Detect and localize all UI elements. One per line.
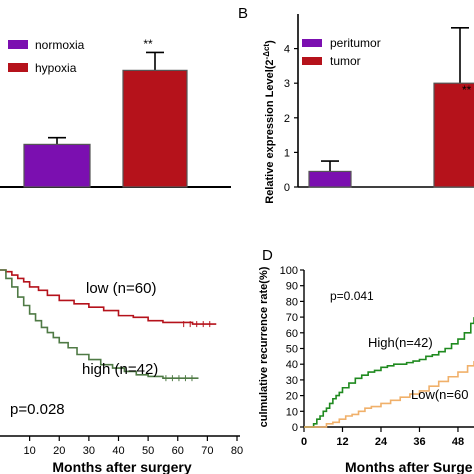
panel-b-y-ticks: 0 1 2 3 4 (284, 44, 298, 194)
legend-label-normoxia: normoxia (35, 38, 85, 52)
panel-c-x-tick-label: 20 (53, 445, 65, 457)
panel-d-y-tick-label: 60 (286, 328, 298, 340)
legend-swatch-peritumor (302, 39, 322, 47)
panel-c-x-tick-label: 60 (172, 445, 184, 457)
legend-label-hypoxia: hypoxia (35, 61, 77, 75)
panel-c-low-label: low (n=60) (86, 280, 156, 297)
panel-c-p-value: p=0.028 (10, 401, 65, 418)
panel-c-curves (0, 269, 217, 382)
panel-d-y-tick-label: 70 (286, 312, 298, 324)
panel-d-curve-high (304, 317, 474, 428)
panel-d-y-tick-label: 10 (286, 406, 298, 418)
panel-d-high-label: High(n=42) (368, 335, 433, 350)
legend-swatch-hypoxia (8, 63, 28, 72)
panel-b-y-tick-label: 3 (284, 78, 290, 90)
panel-d: D culmulative recurrence rate(%) 0 10 20 30… (258, 247, 474, 474)
panel-d-curves (304, 317, 474, 428)
panel-b-y-tick-label: 0 (284, 182, 290, 194)
panel-d-x-tick-label: 0 (301, 436, 307, 448)
panel-d-y-tick-label: 100 (280, 265, 298, 277)
legend-label-tumor: tumor (330, 54, 361, 68)
panel-d-y-tick-label: 90 (286, 281, 298, 293)
panel-c-x-ticks: 10 20 30 40 50 60 70 80 (24, 436, 243, 457)
panel-c-curve-low (0, 269, 217, 325)
panel-b-y-axis-label-sup: -Δct (262, 44, 271, 60)
panel-b-significance: ** (462, 83, 472, 97)
panel-b-y-tick-label: 1 (284, 147, 290, 159)
panel-d-y-axis-label: culmulative recurrence rate(%) (258, 266, 270, 427)
panel-b-y-tick-label: 2 (284, 113, 290, 125)
panel-d-curve-low (304, 361, 474, 428)
panel-c-x-tick-label: 30 (83, 445, 95, 457)
panel-a-significance: ** (143, 37, 153, 51)
panel-c-x-tick-label: 70 (201, 445, 213, 457)
panel-c-high-label: high (n=42) (82, 361, 158, 378)
panel-d-y-tick-label: 80 (286, 296, 298, 308)
panel-a: normoxia hypoxia ** (0, 37, 231, 188)
panel-b-bars (308, 27, 474, 188)
panel-label-d: D (262, 247, 273, 264)
panel-d-ticks: 0 10 20 30 40 50 60 70 80 90 100 0 12 24 36 48 (280, 265, 464, 448)
panel-c-x-axis-label: Months after surgery (52, 459, 191, 474)
panel-a-bars (23, 51, 188, 188)
panel-d-y-tick-label: 40 (286, 359, 298, 371)
panel-c-x-tick-label: 80 (231, 445, 243, 457)
bar-tumor (433, 82, 474, 188)
panel-d-y-tick-label: 20 (286, 391, 298, 403)
panel-c-x-tick-label: 40 (112, 445, 124, 457)
bar-normoxia (23, 143, 91, 188)
bar-peritumor (308, 170, 352, 188)
panel-d-y-tick-label: 30 (286, 375, 298, 387)
panel-label-b: B (238, 5, 248, 22)
panel-b: B Relative expression Level(2-Δct) 0 1 2 3 4… (238, 5, 474, 204)
legend-swatch-normoxia (8, 40, 28, 49)
panel-c-x-tick-label: 50 (142, 445, 154, 457)
panel-b-y-axis-label: Relative expression Level(2-Δct) (262, 40, 276, 204)
panel-b-y-tick-label: 4 (284, 44, 290, 56)
panel-d-x-tick-label: 36 (413, 436, 425, 448)
bar-hypoxia (122, 69, 188, 188)
panel-d-p-value: p=0.041 (330, 289, 374, 303)
panel-c: 10 20 30 40 50 60 70 80 low (n=60) high (n=42) … (0, 269, 243, 474)
panel-d-x-tick-label: 48 (452, 436, 464, 448)
panel-d-x-axis-label: Months after Surge (345, 459, 473, 474)
panel-c-x-tick-label: 10 (24, 445, 36, 457)
panel-d-low-label: Low(n=60 (411, 387, 468, 402)
panel-d-y-tick-label: 0 (292, 422, 298, 434)
panel-d-x-tick-label: 24 (375, 436, 388, 448)
legend-label-peritumor: peritumor (330, 36, 381, 50)
panel-d-y-tick-label: 50 (286, 344, 298, 356)
legend-swatch-tumor (302, 57, 322, 65)
panel-c-curve-high (0, 269, 199, 379)
panel-d-x-tick-label: 12 (336, 436, 348, 448)
